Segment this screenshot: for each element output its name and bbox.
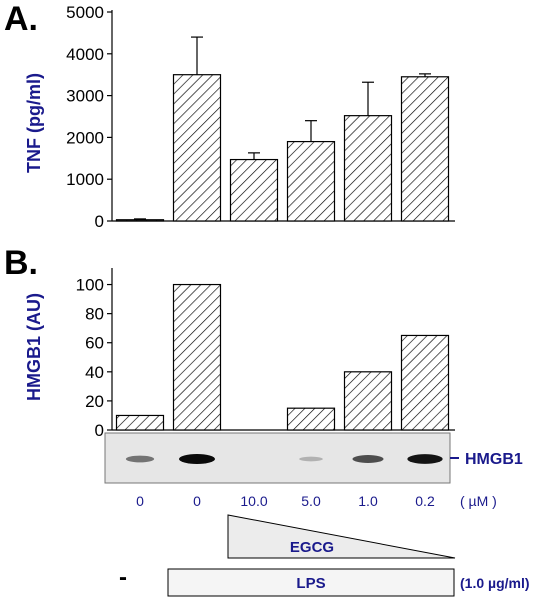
y-tick-label: 1000 bbox=[66, 170, 104, 189]
blot-band-4 bbox=[352, 455, 384, 463]
bar-5 bbox=[400, 334, 450, 431]
bar-3 bbox=[286, 407, 336, 431]
y-tick-label: 3000 bbox=[66, 87, 104, 106]
egcg-gradient: EGCG bbox=[227, 514, 456, 559]
bar-3 bbox=[286, 140, 336, 222]
lps-label: LPS bbox=[296, 575, 325, 592]
blot-bands bbox=[125, 454, 443, 464]
bar-1 bbox=[172, 283, 222, 431]
dose-label-4: 1.0 bbox=[358, 493, 378, 509]
panel-a: A. TNF (pg/ml) 0 1000 2000 3000 4000 5000 bbox=[4, 0, 455, 231]
panel-b-y-axis: 0 20 40 60 80 100 bbox=[76, 268, 455, 440]
bar-4 bbox=[343, 371, 393, 431]
panel-b-ylabel: HMGB1 (AU) bbox=[24, 293, 44, 401]
blot-strip bbox=[104, 432, 451, 484]
y-tick-label: 20 bbox=[85, 392, 104, 411]
blot-band-5 bbox=[407, 454, 443, 464]
dose-label-1: 0 bbox=[193, 493, 201, 509]
bar-5 bbox=[400, 76, 450, 222]
bar-0 bbox=[115, 414, 165, 431]
bar-2 bbox=[229, 158, 279, 222]
blot-band-0 bbox=[125, 455, 155, 463]
y-tick-label: 60 bbox=[85, 334, 104, 353]
lps-box bbox=[167, 568, 455, 597]
y-tick-label: 0 bbox=[95, 212, 104, 231]
dose-unit: ( µM ) bbox=[460, 493, 497, 509]
panel-b: B. HMGB1 (AU) 0 20 40 60 80 100 bbox=[4, 244, 455, 440]
egcg-wedge bbox=[227, 514, 456, 559]
panel-a-letter: A. bbox=[4, 0, 38, 38]
panel-a-y-axis: 0 1000 2000 3000 4000 5000 bbox=[66, 3, 455, 231]
lps-row: - LPS (1.0 µg/ml) bbox=[119, 564, 530, 597]
blot-label: HMGB1 bbox=[465, 451, 523, 468]
panel-b-letter: B. bbox=[4, 244, 38, 282]
dose-label-2: 10.0 bbox=[240, 493, 267, 509]
lps-minus: - bbox=[119, 564, 127, 591]
panel-a-ylabel: TNF (pg/ml) bbox=[24, 73, 44, 173]
y-tick-label: 80 bbox=[85, 305, 104, 324]
y-tick-label: 0 bbox=[95, 421, 104, 440]
y-tick-label: 100 bbox=[76, 276, 104, 295]
dose-label-0: 0 bbox=[136, 493, 144, 509]
y-tick-label: 4000 bbox=[66, 45, 104, 64]
western-blot: HMGB1 bbox=[104, 432, 523, 484]
y-tick-label: 5000 bbox=[66, 3, 104, 22]
bar-0 bbox=[115, 219, 165, 222]
lps-concentration: (1.0 µg/ml) bbox=[460, 575, 530, 591]
panel-b-bars bbox=[115, 283, 450, 431]
egcg-label: EGCG bbox=[290, 539, 334, 556]
panel-a-bars bbox=[115, 36, 450, 222]
y-tick-label: 2000 bbox=[66, 128, 104, 147]
dose-label-3: 5.0 bbox=[301, 493, 321, 509]
blot-band-3 bbox=[299, 456, 323, 462]
dose-label-5: 0.2 bbox=[415, 493, 435, 509]
bar-1 bbox=[172, 74, 222, 222]
bar-4 bbox=[343, 115, 393, 222]
dose-labels: 0 0 10.0 5.0 1.0 0.2 bbox=[136, 493, 435, 509]
blot-band-1 bbox=[179, 454, 215, 464]
y-tick-label: 40 bbox=[85, 363, 104, 382]
